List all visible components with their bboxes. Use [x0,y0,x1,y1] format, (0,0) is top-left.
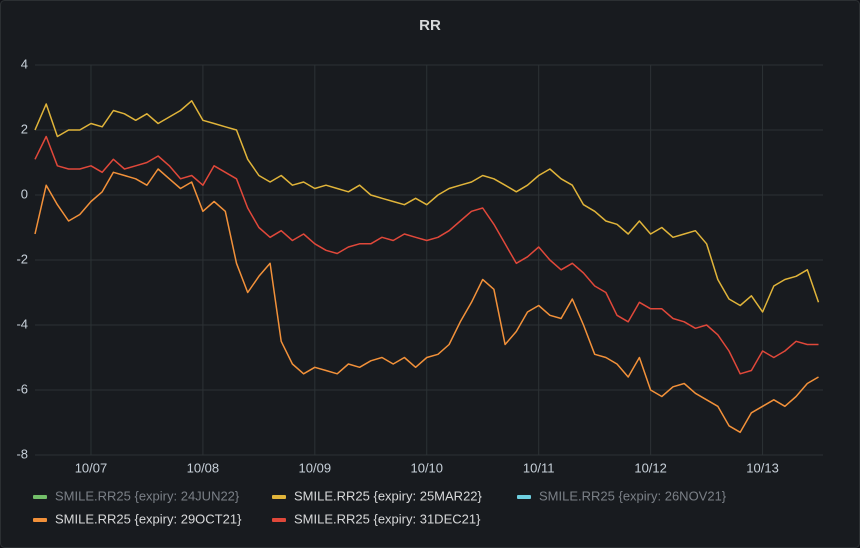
legend-label[interactable]: SMILE.RR25 {expiry: 24JUN22} [55,488,240,503]
legend-label[interactable]: SMILE.RR25 {expiry: 25MAR22} [294,488,483,503]
y-tick-label: -2 [16,251,28,266]
x-tick-label: 10/10 [410,460,443,475]
y-tick-label: 2 [21,121,28,136]
x-tick-label: 10/12 [634,460,667,475]
legend-label[interactable]: SMILE.RR25 {expiry: 26NOV21} [539,488,727,503]
series-line [34,100,820,313]
x-tick-label: 10/11 [523,460,555,475]
x-tick-label: 10/07 [75,460,108,475]
y-tick-label: -6 [16,381,28,396]
legend-label[interactable]: SMILE.RR25 {expiry: 29OCT21} [55,511,242,526]
legend-swatch [33,495,47,499]
legend-label[interactable]: SMILE.RR25 {expiry: 31DEC21} [294,511,481,526]
legend-swatch [272,495,286,499]
x-tick-label: 10/08 [187,460,220,475]
series-line [34,168,819,434]
chart-title: RR [419,17,441,34]
x-tick-label: 10/09 [299,460,332,475]
series-line [34,135,819,375]
legend-swatch [33,518,47,522]
y-tick-label: -8 [16,446,28,461]
x-tick-label: 10/13 [746,460,779,475]
legend-swatch [517,495,531,499]
y-tick-label: 0 [21,186,28,201]
y-tick-label: -4 [16,316,28,331]
legend-swatch [272,518,286,522]
y-tick-label: 4 [21,56,28,71]
